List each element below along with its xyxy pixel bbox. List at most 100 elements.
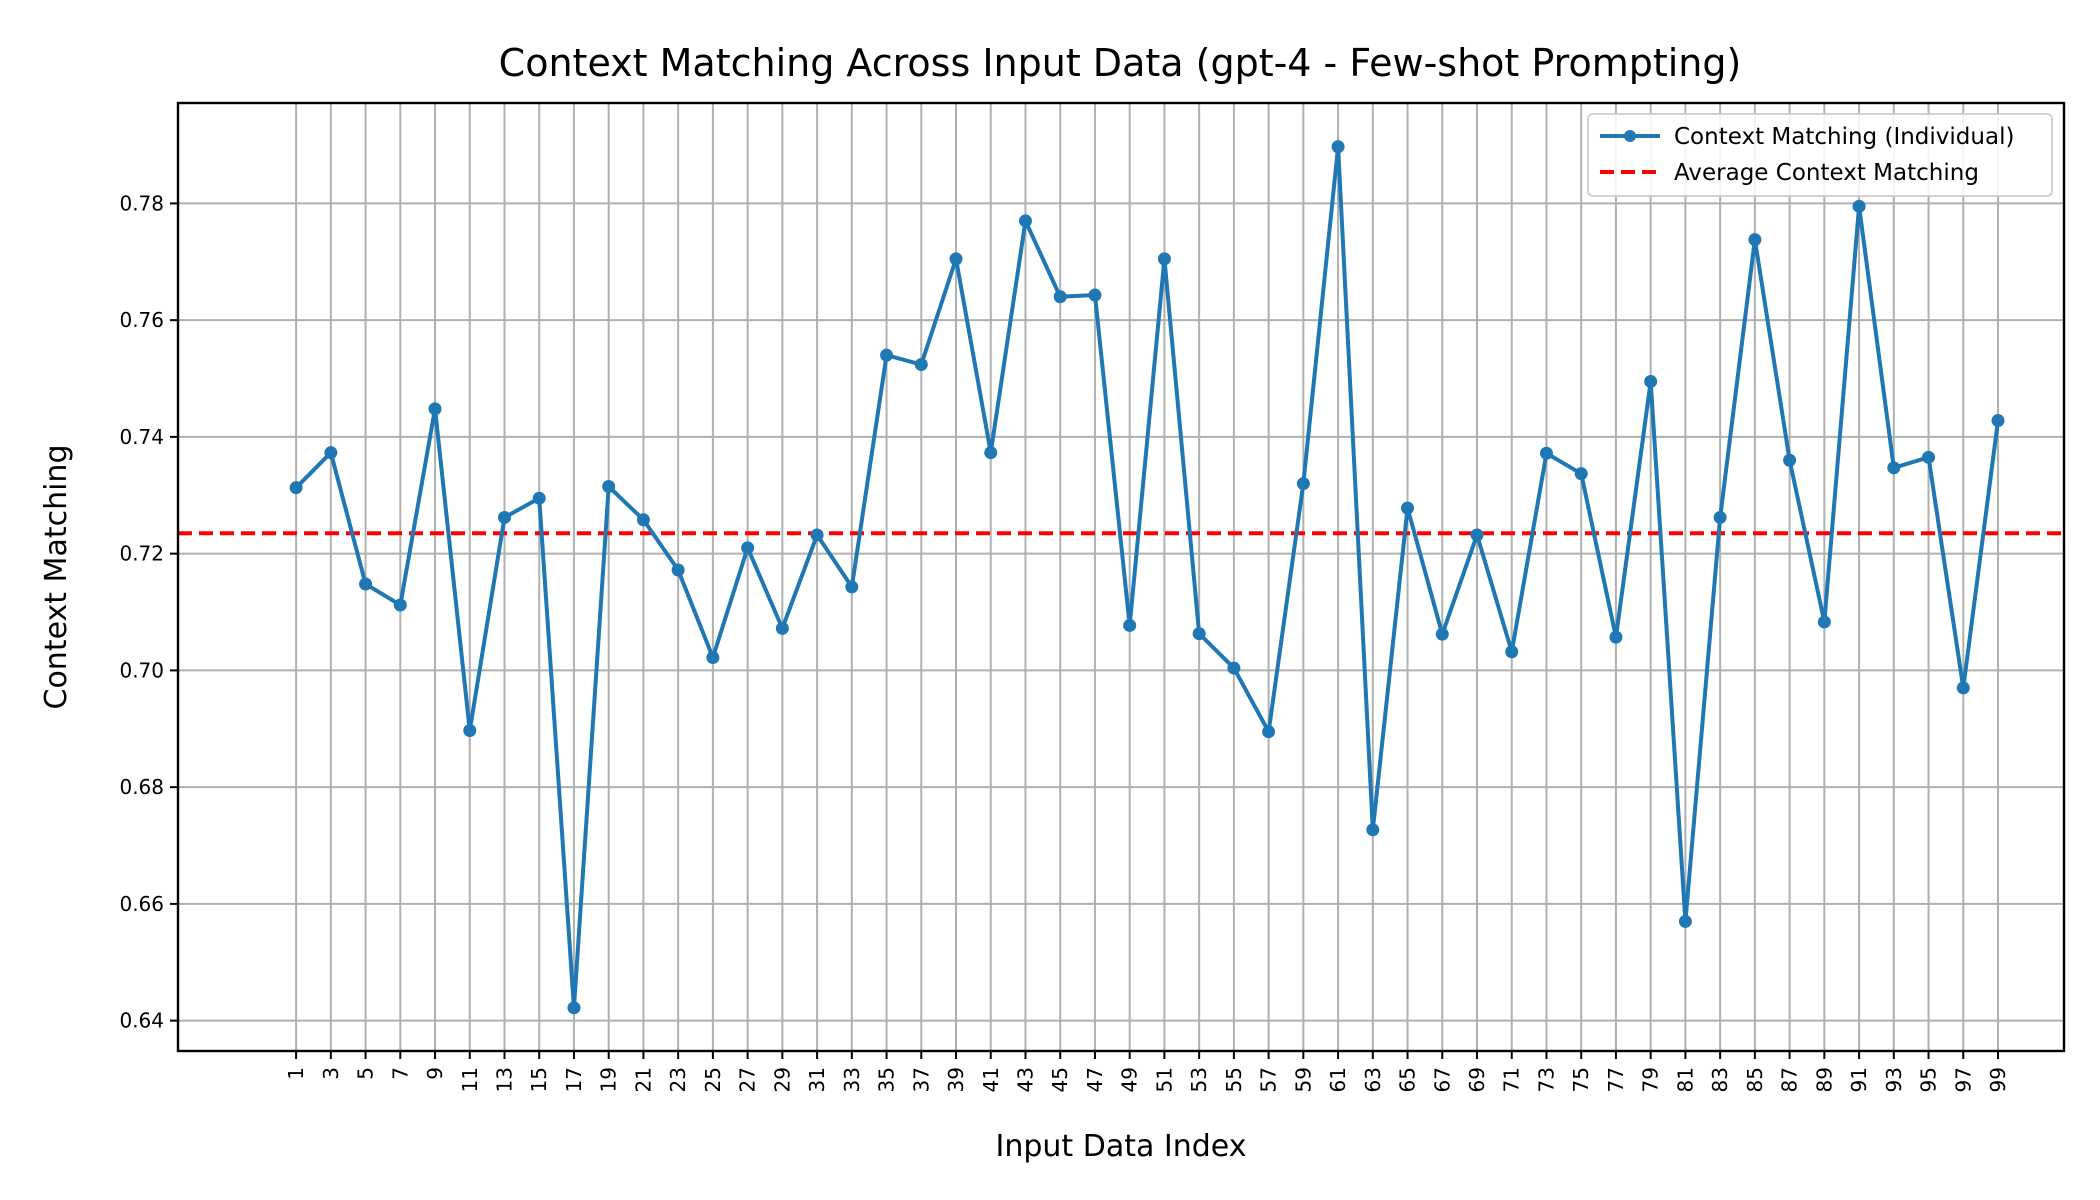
x-tick-label: 33	[840, 1067, 864, 1092]
data-point	[1922, 450, 1936, 464]
data-point	[949, 252, 963, 266]
data-point	[1505, 645, 1519, 659]
data-point	[1991, 414, 2005, 428]
x-tick-label: 71	[1500, 1067, 1524, 1092]
x-tick-label: 57	[1257, 1067, 1281, 1092]
y-tick-label: 0.72	[119, 542, 164, 566]
x-tick-label: 97	[1951, 1067, 1975, 1092]
y-tick-label: 0.70	[119, 658, 164, 682]
x-tick-label: 55	[1222, 1067, 1246, 1092]
x-tick-label: 47	[1083, 1067, 1107, 1092]
data-point	[428, 402, 442, 416]
data-point	[463, 724, 477, 738]
data-point	[1609, 630, 1623, 644]
data-point	[810, 528, 824, 542]
data-point	[1157, 252, 1171, 266]
x-tick-label: 35	[875, 1067, 899, 1092]
series-layer	[289, 140, 2005, 1015]
x-tick-label: 49	[1118, 1067, 1142, 1092]
chart-title: Context Matching Across Input Data (gpt-…	[499, 41, 1742, 85]
y-tick-label: 0.68	[119, 775, 164, 799]
legend-box	[1587, 113, 2053, 197]
x-tick-label: 45	[1048, 1067, 1072, 1092]
data-point	[324, 446, 338, 460]
x-tick-label: 85	[1743, 1067, 1767, 1092]
data-point	[1644, 374, 1658, 388]
data-point	[636, 513, 650, 527]
x-tick-label: 27	[736, 1067, 760, 1092]
x-tick-label: 53	[1187, 1067, 1211, 1092]
data-point	[706, 651, 720, 665]
data-point	[1956, 681, 1970, 695]
data-point	[984, 446, 998, 460]
x-tick-label: 39	[944, 1067, 968, 1092]
x-tick-label: 69	[1465, 1067, 1489, 1092]
data-point	[1574, 467, 1588, 481]
x-tick-label: 93	[1882, 1067, 1906, 1092]
x-tick-label: 79	[1639, 1067, 1663, 1092]
x-tick-label: 95	[1917, 1067, 1941, 1092]
x-tick-label: 77	[1604, 1067, 1628, 1092]
y-tick-label: 0.76	[119, 308, 164, 332]
x-tick-label: 11	[458, 1067, 482, 1092]
data-point	[497, 510, 511, 524]
y-tick-label: 0.66	[119, 892, 164, 916]
legend-label-average: Average Context Matching	[1674, 160, 1979, 186]
data-point	[880, 348, 894, 362]
x-tick-label: 9	[423, 1067, 447, 1080]
y-tick-label: 0.74	[119, 425, 164, 449]
x-tick-label: 81	[1673, 1067, 1697, 1092]
x-tick-label: 73	[1534, 1067, 1558, 1092]
grid	[178, 103, 2064, 1051]
x-tick-label: 91	[1847, 1067, 1871, 1092]
x-tick-label: 75	[1569, 1067, 1593, 1092]
x-tick-label: 29	[770, 1067, 794, 1092]
x-tick-label: 23	[666, 1067, 690, 1092]
data-point	[1088, 288, 1102, 302]
y-tick-label: 0.78	[119, 191, 164, 215]
data-point	[567, 1001, 581, 1015]
series-line-individual	[294, 144, 2000, 1010]
x-tick-label: 5	[354, 1067, 378, 1080]
data-point	[1053, 290, 1067, 304]
x-tick-label: 61	[1326, 1067, 1350, 1092]
legend-marker-individual	[1624, 130, 1636, 142]
data-point	[1331, 140, 1345, 154]
x-tick-label: 89	[1812, 1067, 1836, 1092]
data-point	[741, 541, 755, 555]
legend: Context Matching (Individual) Average Co…	[1587, 113, 2053, 197]
x-tick-label: 43	[1013, 1067, 1037, 1092]
data-point	[845, 580, 859, 594]
data-point	[1192, 627, 1206, 641]
data-point	[1748, 233, 1762, 247]
x-tick-label: 31	[805, 1067, 829, 1092]
x-tick-label: 87	[1778, 1067, 1802, 1092]
data-point	[1366, 823, 1380, 837]
y-tick-label: 0.64	[119, 1009, 164, 1033]
x-tick-label: 21	[631, 1067, 655, 1092]
data-point	[532, 491, 546, 505]
data-point	[1817, 615, 1831, 629]
data-point	[1227, 661, 1241, 675]
data-point	[914, 358, 928, 372]
x-tick-label: 63	[1361, 1067, 1385, 1092]
x-tick-label: 19	[597, 1067, 621, 1092]
data-point	[1435, 627, 1449, 641]
x-tick-label: 1	[284, 1067, 308, 1080]
data-point	[1852, 199, 1866, 213]
x-tick-label: 41	[979, 1067, 1003, 1092]
legend-label-individual: Context Matching (Individual)	[1674, 124, 2014, 150]
data-point	[1470, 528, 1484, 542]
data-point	[1678, 914, 1692, 928]
data-point	[775, 621, 789, 635]
data-point	[393, 598, 407, 612]
x-tick-label: 25	[701, 1067, 725, 1092]
data-point	[1018, 214, 1032, 228]
data-point	[1262, 725, 1276, 739]
x-axis-label: Input Data Index	[996, 1129, 1247, 1164]
data-point	[1296, 477, 1310, 491]
x-tick-label: 99	[1986, 1067, 2010, 1092]
data-point	[602, 480, 616, 494]
data-point	[1783, 453, 1797, 467]
